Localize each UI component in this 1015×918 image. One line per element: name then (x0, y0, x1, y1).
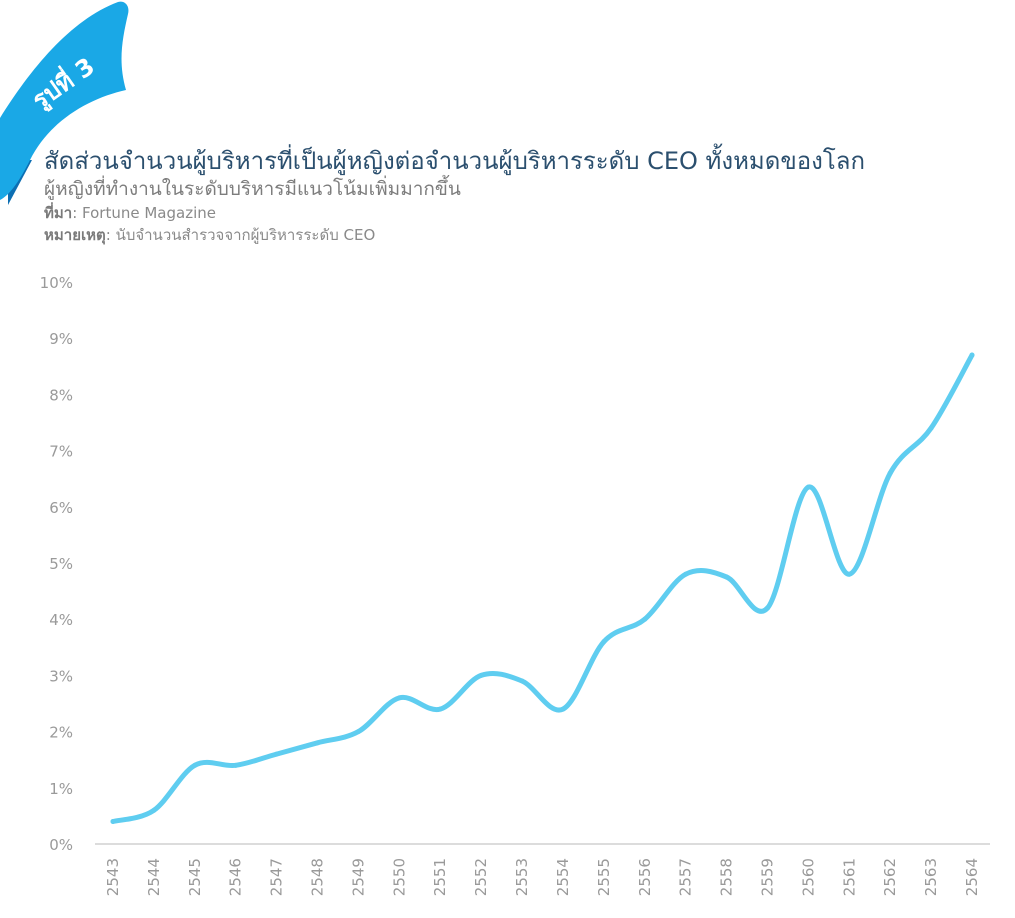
x-tick-label: 2563 (922, 858, 940, 896)
data-point (478, 672, 484, 678)
data-point (764, 605, 770, 611)
x-tick-label: 2547 (268, 858, 286, 896)
ribbon-shape (0, 1, 129, 201)
y-tick-label: 4% (49, 611, 73, 629)
data-point (396, 695, 402, 701)
data-point (274, 751, 280, 757)
data-point (437, 706, 443, 712)
y-tick-label: 8% (49, 386, 73, 404)
source-value: : Fortune Magazine (72, 204, 216, 222)
data-point (969, 352, 975, 358)
y-tick-label: 1% (49, 780, 73, 798)
x-tick-label: 2561 (840, 858, 858, 896)
y-tick-label: 2% (49, 724, 73, 742)
data-point (233, 762, 239, 768)
data-point (601, 639, 607, 645)
data-point (560, 706, 566, 712)
x-tick-label: 2556 (636, 858, 654, 896)
data-point (724, 574, 730, 580)
source-line: ที่มา: Fortune Magazine (44, 202, 995, 224)
x-tick-label: 2549 (349, 858, 367, 896)
x-tick-label: 2562 (881, 858, 899, 896)
y-tick-label: 0% (49, 836, 73, 854)
y-tick-label: 5% (49, 555, 73, 573)
x-tick-label: 2544 (145, 858, 163, 896)
note-line: หมายเหตุ: นับจำนวนสำรวจจากผู้บริหารระดับ… (44, 224, 995, 246)
x-tick-label: 2554 (554, 858, 572, 896)
series-line (110, 352, 975, 824)
data-point (151, 807, 157, 813)
y-tick-label: 7% (49, 443, 73, 461)
y-tick-label: 3% (49, 667, 73, 685)
note-value: : นับจำนวนสำรวจจากผู้บริหารระดับ CEO (105, 226, 376, 244)
y-axis: 0% 1% 2% 3% 4% 5% 6% 7% 8% 9% 10% (40, 274, 73, 854)
x-tick-label: 2553 (513, 858, 531, 896)
y-tick-label: 9% (49, 330, 73, 348)
data-point (192, 762, 198, 768)
note-label: หมายเหตุ (44, 226, 106, 244)
x-tick-label: 2543 (104, 858, 122, 896)
data-point (315, 740, 321, 746)
data-point (846, 571, 852, 577)
data-point (110, 819, 116, 825)
x-tick-label: 2546 (227, 858, 245, 896)
source-label: ที่มา (44, 204, 73, 222)
x-tick-label: 2552 (472, 858, 490, 896)
y-tick-label: 6% (49, 499, 73, 517)
data-point (887, 470, 893, 476)
x-tick-label: 2557 (677, 858, 695, 896)
x-tick-label: 2560 (799, 858, 817, 896)
x-tick-label: 2548 (309, 858, 327, 896)
x-tick-label: 2551 (431, 858, 449, 896)
x-tick-label: 2555 (595, 858, 613, 896)
badge-ribbon: รูปที่ 3 (0, 1, 129, 205)
chart-header: สัดส่วนจำนวนผู้บริหารที่เป็นผู้หญิงต่อจำ… (44, 144, 995, 246)
data-points (110, 352, 975, 825)
x-tick-label: 2564 (963, 858, 981, 896)
x-tick-label: 2545 (186, 858, 204, 896)
y-tick-label: 10% (40, 274, 73, 292)
x-axis: 2543 2544 2545 2546 2547 2548 2549 2550 2551 2552… (104, 858, 981, 896)
data-point (355, 729, 361, 735)
chart-title: สัดส่วนจำนวนผู้บริหารที่เป็นผู้หญิงต่อจำ… (44, 147, 865, 175)
data-point (805, 484, 811, 490)
data-point (642, 616, 648, 622)
x-tick-label: 2550 (390, 858, 408, 896)
data-point (519, 678, 525, 684)
data-point (928, 425, 934, 431)
data-point (683, 571, 689, 577)
x-tick-label: 2558 (718, 858, 736, 896)
x-tick-label: 2559 (758, 858, 776, 896)
chart-subtitle: ผู้หญิงที่ทำงานในระดับบริหารมีแนวโน้มเพิ… (44, 178, 461, 200)
